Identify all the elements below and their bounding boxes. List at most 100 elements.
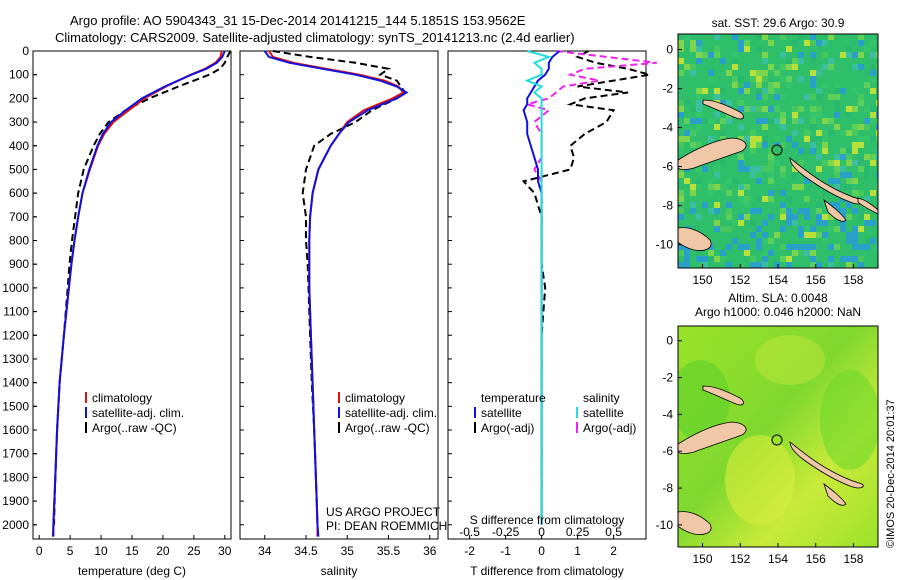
map-x-tick-label: 150 <box>693 552 713 566</box>
sst-pixel <box>714 166 720 172</box>
map-y-tick-label: -10 <box>656 238 674 252</box>
sst-pixel <box>858 208 864 214</box>
sst-pixel <box>750 136 756 142</box>
sst-pixel <box>810 124 816 130</box>
sst-pixel <box>876 160 878 166</box>
sst-pixel <box>738 40 744 46</box>
map-y-tick-label: -8 <box>662 199 673 213</box>
sst-pixel <box>774 262 780 268</box>
legend-label-satellite: satellite-adj. clim. <box>92 406 184 420</box>
sst-pixel <box>762 88 768 94</box>
sst-pixel <box>738 220 744 226</box>
sst-pixel <box>798 250 804 256</box>
x-tick-label: -2 <box>464 544 475 558</box>
depth-tick-label: 400 <box>9 139 29 153</box>
series-line-satellite-adj-clim- <box>52 50 226 537</box>
sst-pixel <box>828 94 834 100</box>
sst-pixel <box>828 160 834 166</box>
sst-pixel <box>792 244 798 250</box>
sst-pixel <box>816 112 822 118</box>
sst-pixel <box>762 250 768 256</box>
solomon-land <box>823 198 847 222</box>
sst-pixel <box>798 232 804 238</box>
legend-swatch-t-satellite <box>474 407 476 418</box>
sst-pixel <box>870 190 876 196</box>
sst-pixel <box>786 58 792 64</box>
sst-pixel <box>864 124 870 130</box>
sla-map-title-line1: Altim. SLA: 0.0048 <box>728 291 828 305</box>
sst-pixel <box>780 226 786 232</box>
imos-watermark: ©IMOS 20-Dec-2014 20:01:37 <box>885 399 897 548</box>
sst-pixel <box>834 184 840 190</box>
sst-pixel <box>768 166 774 172</box>
sst-pixel <box>858 94 864 100</box>
sst-pixel <box>798 148 804 154</box>
sst-pixel <box>816 94 822 100</box>
sst-pixel <box>846 106 852 112</box>
sst-pixel <box>798 160 804 166</box>
sst-pixel <box>750 148 756 154</box>
sst-pixel <box>786 76 792 82</box>
sst-pixel <box>684 34 690 40</box>
sst-pixel <box>858 40 864 46</box>
sst-pixel <box>708 250 714 256</box>
sst-pixel <box>870 52 876 58</box>
title-line-2: Climatology: CARS2009. Satellite-adjuste… <box>55 30 575 45</box>
sst-pixel <box>726 202 732 208</box>
sst-map: sat. SST: 29.6 Argo: 30.9 150 152 154 156 15… <box>656 16 879 287</box>
sst-pixel <box>846 232 852 238</box>
difference-legend: temperature salinity satellite Argo(-adj… <box>474 391 636 435</box>
sst-pixel <box>762 166 768 172</box>
depth-tick-label: 1100 <box>3 305 29 319</box>
sst-pixel <box>858 136 864 142</box>
depth-tick-label: 600 <box>9 186 29 200</box>
sst-pixel <box>786 196 792 202</box>
sst-pixel <box>792 184 798 190</box>
sst-pixel <box>810 232 816 238</box>
sla-map: Altim. SLA: 0.0048 Argo h1000: 0.046 h20… <box>656 291 879 566</box>
sst-pixel <box>786 262 792 268</box>
sst-pixel <box>774 118 780 124</box>
title-line-1: Argo profile: AO 5904343_31 15-Dec-2014 … <box>70 13 526 28</box>
sst-pixel <box>738 184 744 190</box>
legend-swatch-s-argo <box>576 422 578 433</box>
sst-pixel <box>774 70 780 76</box>
sst-pixel <box>690 208 696 214</box>
sst-pixel <box>840 256 846 262</box>
sst-pixel <box>804 196 810 202</box>
sst-pixel <box>870 136 876 142</box>
sst-pixel <box>702 52 708 58</box>
sst-pixel <box>810 148 816 154</box>
sst-pixel <box>678 142 684 148</box>
sst-pixel <box>762 106 768 112</box>
sst-pixel <box>786 64 792 70</box>
sst-pixel <box>720 160 726 166</box>
legend-label-argo: Argo(..raw -QC) <box>92 421 177 435</box>
sst-pixel <box>876 88 878 94</box>
sst-pixel <box>690 130 696 136</box>
sst-pixel <box>816 166 822 172</box>
sst-pixel <box>714 202 720 208</box>
x-tick-label: 0 <box>36 544 43 558</box>
sst-pixel <box>792 172 798 178</box>
sst-pixel <box>810 106 816 112</box>
sst-pixel <box>780 166 786 172</box>
sst-pixel <box>714 184 720 190</box>
sst-pixel <box>804 130 810 136</box>
temperature-x-label: temperature (deg C) <box>78 564 186 578</box>
sst-pixel <box>876 118 878 124</box>
series-line-salinity-satellite <box>524 50 552 525</box>
sst-pixel <box>870 160 876 166</box>
sst-pixel <box>876 244 878 250</box>
sst-pixel <box>852 148 858 154</box>
sst-pixel <box>762 124 768 130</box>
sst-pixel <box>768 196 774 202</box>
salinity-lines <box>263 50 409 537</box>
sst-pixel <box>810 76 816 82</box>
argo-location-marker <box>771 434 783 446</box>
south-land <box>678 511 712 535</box>
sst-pixel <box>828 64 834 70</box>
sst-pixel <box>732 52 738 58</box>
x-tick-label: 15 <box>125 544 139 558</box>
sst-pixel <box>744 202 750 208</box>
